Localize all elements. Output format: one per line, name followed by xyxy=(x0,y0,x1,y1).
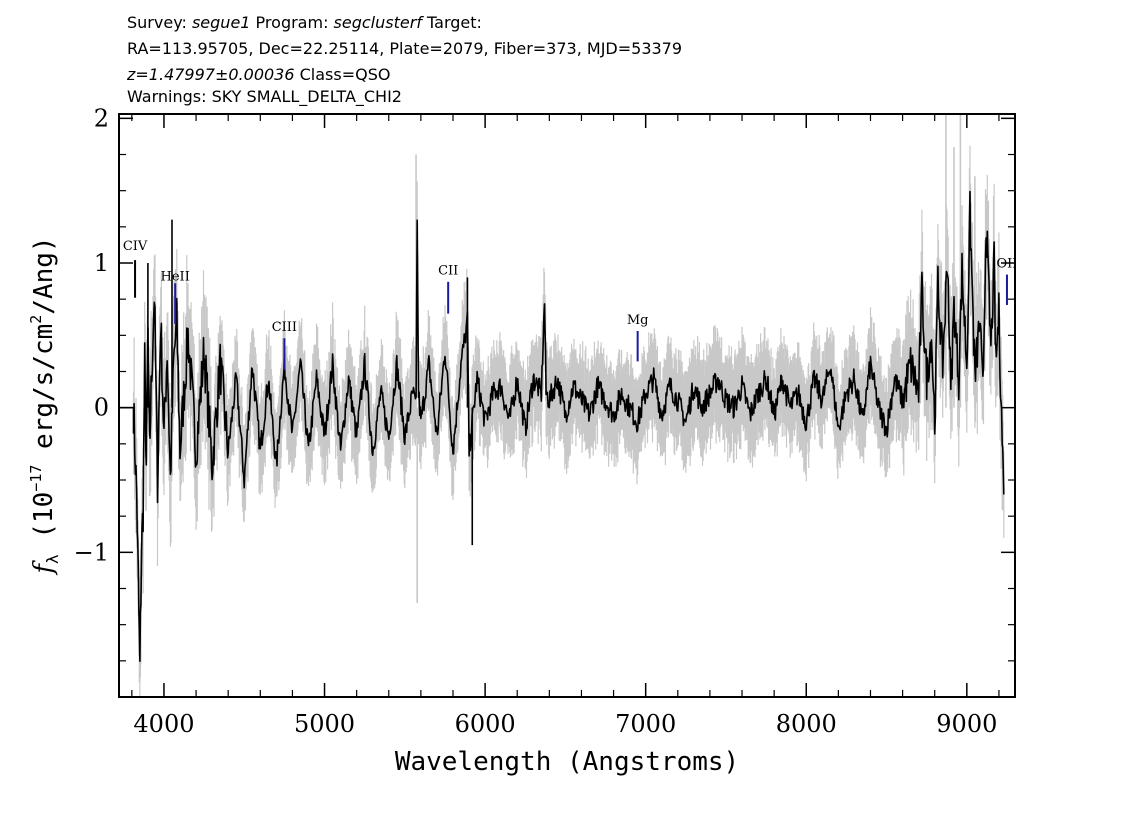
y-tick-label: 1 xyxy=(94,249,109,277)
plot-frame xyxy=(118,113,1016,698)
x-axis-title: Wavelength (Angstroms) xyxy=(395,747,739,777)
line-label: HeII xyxy=(161,269,190,284)
header-line-1: Survey: segue1 Program: segclusterf Targ… xyxy=(127,13,482,32)
x-tick-label: 7000 xyxy=(615,710,676,738)
y-tick-label: 0 xyxy=(94,394,109,422)
x-tick-label: 5000 xyxy=(294,710,355,738)
y-tick-label: 2 xyxy=(94,104,109,132)
line-label: CIV xyxy=(123,239,148,254)
header-line-4: Warnings: SKY SMALL_DELTA_CHI2 xyxy=(127,87,402,107)
x-tick-label: 8000 xyxy=(776,710,837,738)
header-line-3: z=1.47997±0.00036 Class=QSO xyxy=(126,65,390,84)
y-axis-title: fλ (10−17 erg/s/cm2/Ang) xyxy=(27,236,62,575)
data-layer: CIV HeII CIII CII Mg OII xyxy=(119,114,1018,697)
line-label: CIII xyxy=(272,320,297,335)
line-label: CII xyxy=(438,264,458,279)
y-tick-label: −1 xyxy=(74,538,109,566)
header-line-2: RA=113.95705, Dec=22.25114, Plate=2079, … xyxy=(127,39,682,58)
x-tick-label: 4000 xyxy=(133,710,194,738)
line-label: OII xyxy=(997,256,1018,271)
line-label: Mg xyxy=(627,313,649,328)
axis-ticks: 4000 5000 6000 7000 8000 9000 2 1 0 −1 xyxy=(74,104,1015,738)
x-tick-label: 6000 xyxy=(455,710,516,738)
flux-series-line xyxy=(119,190,1005,662)
x-tick-label: 9000 xyxy=(936,710,997,738)
header: Survey: segue1 Program: segclusterf Targ… xyxy=(126,13,682,107)
